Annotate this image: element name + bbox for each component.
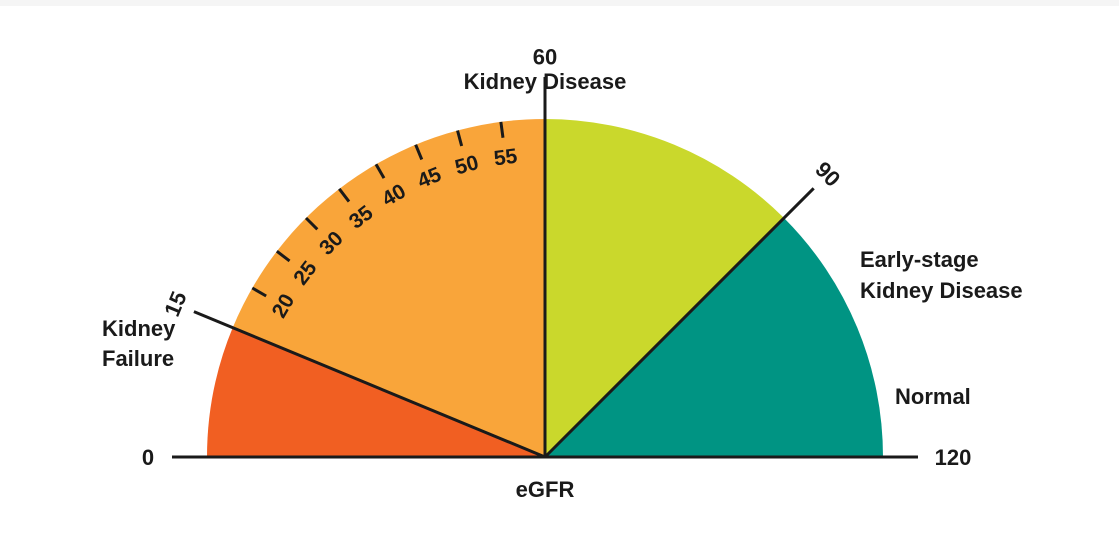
gauge-title: Kidney Disease xyxy=(464,69,627,94)
zone-label-early-stage-line2: Kidney Disease xyxy=(860,278,1023,303)
tick-label-55: 55 xyxy=(492,145,518,171)
tick-mark-40 xyxy=(374,163,386,179)
zone-early-stage xyxy=(545,119,784,457)
boundary-label-60: 60 xyxy=(533,45,557,70)
scale-max-label: 120 xyxy=(935,445,972,470)
tick-mark-30 xyxy=(304,216,319,231)
tick-mark-50 xyxy=(456,130,464,147)
tick-mark-25 xyxy=(275,250,291,263)
tick-mark-55 xyxy=(499,121,505,138)
zone-normal xyxy=(545,218,883,457)
gauge-zones xyxy=(207,119,883,457)
boundary-label-90: 90 xyxy=(810,157,845,192)
zone-kidney-failure xyxy=(207,327,545,457)
zone-kidney-disease xyxy=(232,119,546,457)
top-strip xyxy=(0,0,1119,6)
zone-label-early-stage-line1: Early-stage xyxy=(860,247,979,272)
zone-label-kidney-failure-line2: Failure xyxy=(102,346,174,371)
boundary-line-15 xyxy=(193,310,546,459)
tick-mark-20 xyxy=(251,286,267,298)
boundary-line-90 xyxy=(543,187,815,459)
axis-label: eGFR xyxy=(516,477,575,502)
tick-mark-45 xyxy=(414,144,424,161)
tick-mark-35 xyxy=(338,187,351,203)
scale-min-label: 0 xyxy=(142,445,154,470)
zone-label-normal: Normal xyxy=(895,384,971,409)
zone-label-kidney-failure-line1: Kidney xyxy=(102,316,176,341)
